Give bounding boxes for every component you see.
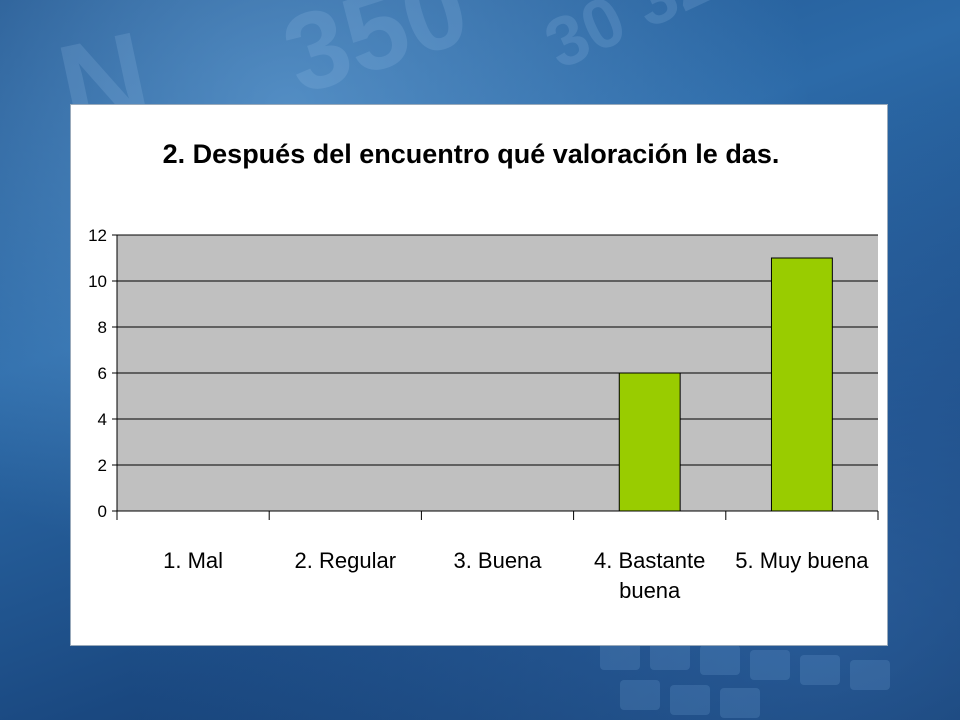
category-label: 5. Muy buena <box>735 548 869 573</box>
category-labels: 1. Mal 2. Regular 3. Buena 4. Bastante buena… <box>163 548 869 603</box>
category-label-line: 1. Mal <box>163 548 223 573</box>
y-tick-label: 8 <box>98 318 107 337</box>
category-label-line: 3. Buena <box>453 548 542 573</box>
y-tick-label: 10 <box>88 272 107 291</box>
y-tick-label: 0 <box>98 502 107 521</box>
bars <box>618 257 833 512</box>
chart-panel: 2. Después del encuentro qué valoración … <box>70 104 888 646</box>
category-label: 2. Regular <box>295 548 397 573</box>
gridlines <box>117 234 878 466</box>
y-tick-label: 2 <box>98 456 107 475</box>
category-label-line: 5. Muy buena <box>735 548 869 573</box>
chart-title: 2. Después del encuentro qué valoración … <box>163 139 780 169</box>
svg-text:350: 350 <box>269 0 482 118</box>
y-tick-labels: 0 2 4 6 8 10 12 <box>88 226 107 521</box>
category-label: 3. Buena <box>453 548 542 573</box>
bar-chart: 2. Después del encuentro qué valoración … <box>88 139 879 603</box>
svg-text:30 32: 30 32 <box>533 0 725 84</box>
category-label-line: buena <box>619 578 681 603</box>
bar <box>618 372 681 512</box>
y-tick-label: 4 <box>98 410 107 429</box>
category-label-line: 4. Bastante <box>594 548 705 573</box>
y-tick-label: 6 <box>98 364 107 383</box>
bar <box>770 257 833 512</box>
category-label-line: 2. Regular <box>295 548 397 573</box>
category-label: 1. Mal <box>163 548 223 573</box>
y-tick-label: 12 <box>88 226 107 245</box>
category-label: 4. Bastante buena <box>594 548 705 603</box>
axes <box>112 234 879 520</box>
